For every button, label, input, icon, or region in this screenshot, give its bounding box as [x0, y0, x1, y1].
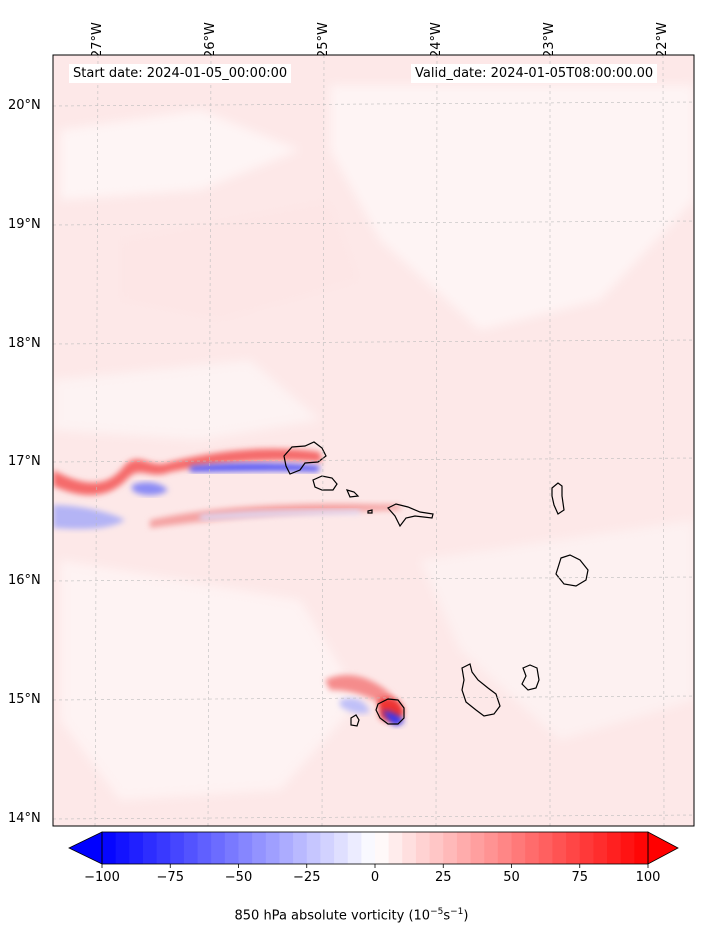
latitude-label: 16°N	[8, 573, 41, 588]
island-santo-antao	[283, 441, 327, 475]
latitude-label: 17°N	[8, 454, 41, 469]
latitude-gridline	[53, 695, 694, 701]
longitude-gridline	[321, 55, 325, 826]
colorbar-cell	[402, 832, 417, 864]
latitude-label: 19°N	[8, 217, 41, 232]
colorbar-cell	[183, 832, 199, 864]
island-fogo	[375, 698, 405, 725]
latitude-gridline	[53, 814, 694, 820]
colorbar-tick-label: 25	[434, 870, 452, 885]
colorbar-tick-label: 0	[370, 870, 380, 885]
colorbar-cell	[525, 832, 540, 864]
latitude-gridline	[53, 101, 694, 107]
colorbar-label-exp1: −5	[430, 907, 444, 917]
colorbar-cells	[102, 832, 649, 864]
gridlines	[53, 55, 694, 826]
colorbar-extend-min	[68, 831, 103, 865]
colorbar-cell	[375, 832, 390, 864]
colorbar-cell	[415, 832, 431, 864]
colorbar-cell	[361, 832, 376, 864]
longitude-gridline	[94, 55, 99, 826]
latitude-label: 14°N	[8, 811, 41, 826]
colorbar-cell	[320, 832, 335, 864]
colorbar-cell	[293, 832, 308, 864]
latitude-gridline	[53, 220, 694, 226]
colorbar-tick-label: 100	[635, 870, 661, 885]
colorbar-label-end: )	[463, 908, 469, 924]
colorbar-cell	[552, 832, 567, 864]
colorbar-cell	[566, 832, 581, 864]
island-boa-vista	[555, 554, 589, 587]
valid-date-label: Valid_date: 2024-01-05T08:00:00.00	[411, 64, 658, 83]
colorbar-cell	[306, 832, 321, 864]
latitude-gridline	[53, 576, 694, 582]
colorbar-label-text: 850 hPa absolute vorticity (10	[234, 908, 431, 924]
latitude-label: 20°N	[8, 98, 41, 113]
colorbar-cell	[593, 832, 608, 864]
colorbar-cell	[170, 832, 185, 864]
colorbar-cell	[456, 832, 472, 864]
colorbar-cell	[211, 832, 226, 864]
colorbar-cell	[347, 832, 362, 864]
island-sao-nicolau	[387, 503, 434, 528]
vorticity-field	[53, 55, 694, 826]
colorbar-extend-max	[647, 831, 679, 865]
colorbar-cell	[334, 832, 349, 864]
colorbar-cell	[156, 832, 171, 864]
map-frame	[52, 54, 695, 827]
colorbar-cell	[224, 832, 239, 864]
latitude-gridline	[53, 339, 694, 345]
colorbar-cell	[470, 832, 485, 864]
colorbar-cell	[238, 832, 253, 864]
colorbar-cell	[443, 832, 458, 864]
colorbar-tick-marks	[101, 864, 649, 868]
island-santa-luzia	[345, 489, 360, 498]
colorbar-cell	[129, 832, 144, 864]
island-brava	[350, 714, 360, 727]
colorbar-cell	[429, 832, 444, 864]
colorbar-label: 850 hPa absolute vorticity (10−5s−1)	[0, 907, 703, 923]
colorbar-cell	[579, 832, 594, 864]
latitude-label: 15°N	[8, 692, 41, 707]
colorbar-cell	[634, 832, 649, 864]
colorbar-cell	[265, 832, 280, 864]
colorbar-label-exp2: −1	[450, 907, 464, 917]
island-sao-vicente	[312, 475, 338, 491]
colorbar-cell	[620, 832, 635, 864]
longitude-gridline	[207, 55, 212, 826]
colorbar-cell	[388, 832, 403, 864]
colorbar-tick-label: −25	[293, 870, 321, 885]
colorbar-cell	[102, 832, 117, 864]
colorbar-cell	[252, 832, 267, 864]
island-sal	[551, 482, 565, 515]
colorbar-cell	[115, 832, 130, 864]
latitude-gridline	[53, 457, 694, 463]
colorbar-tick-label: −75	[156, 870, 184, 885]
colorbar-cell	[497, 832, 512, 864]
colorbar-cell	[142, 832, 158, 864]
colorbar-cell	[511, 832, 526, 864]
colorbar-tick-label: 75	[571, 870, 589, 885]
colorbar-tick-label: −100	[84, 870, 120, 885]
latitude-label: 18°N	[8, 336, 41, 351]
start-date-label: Start date: 2024-01-05_00:00:00	[69, 64, 292, 83]
colorbar-cell	[279, 832, 294, 864]
longitude-gridline	[435, 55, 438, 826]
colorbar-label-mid: s	[443, 908, 451, 924]
colorbar-cell	[197, 832, 212, 864]
colorbar-cell	[607, 832, 622, 864]
island-maio	[521, 664, 540, 691]
island-santiago	[461, 663, 501, 717]
island-branco	[367, 509, 373, 514]
longitude-gridline	[662, 55, 665, 826]
colorbar-cell	[484, 832, 499, 864]
colorbar-cell	[538, 832, 553, 864]
colorbar-tick-label: 50	[503, 870, 520, 885]
colorbar-tick-label: −50	[224, 870, 253, 885]
